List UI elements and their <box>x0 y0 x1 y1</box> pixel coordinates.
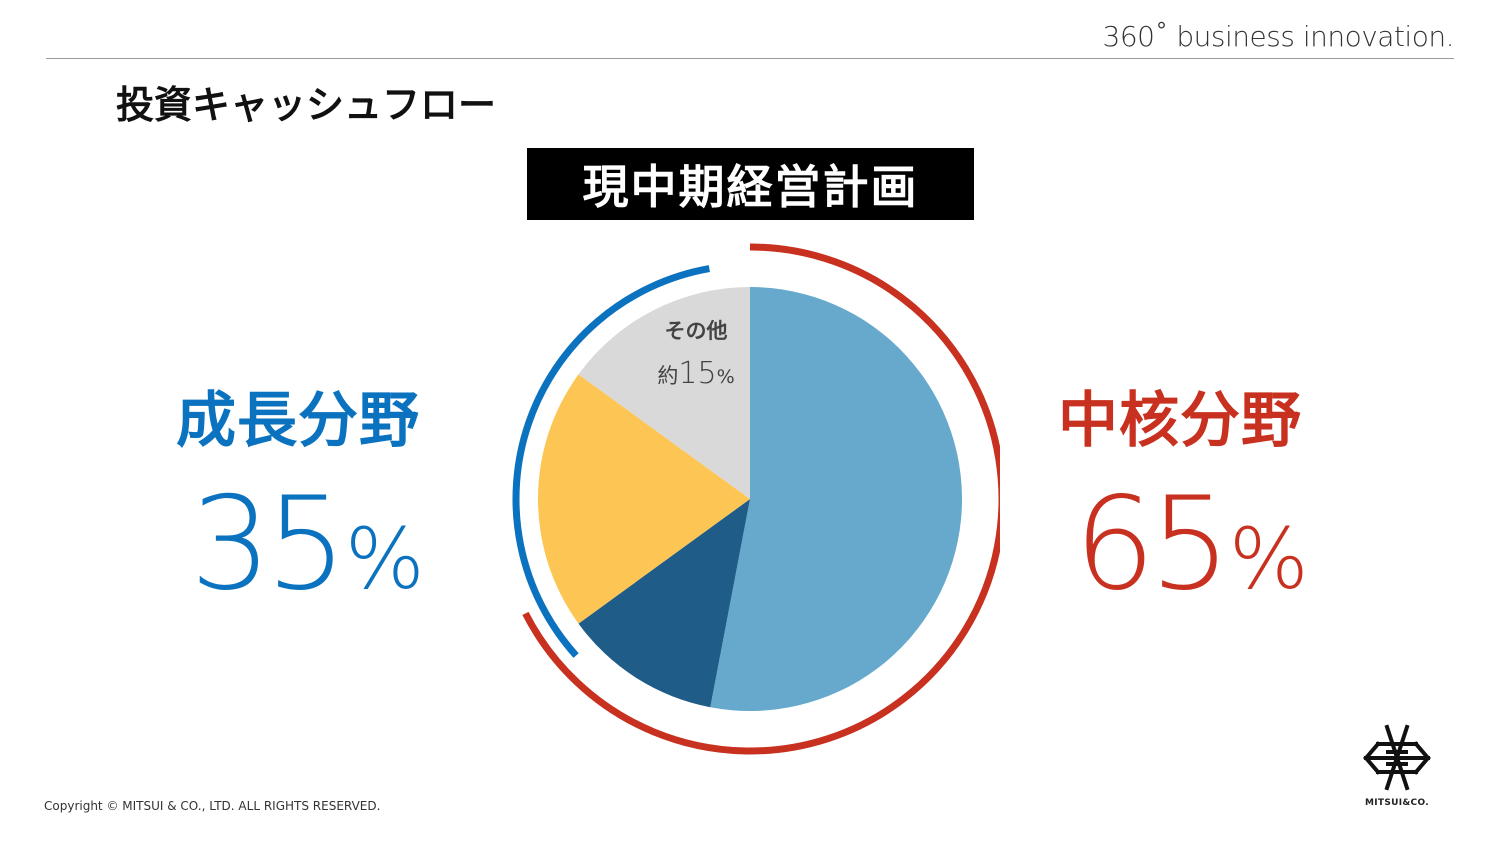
core-segment-label: 中核分野 <box>1058 386 1302 456</box>
mitsui-logo-icon <box>1363 724 1431 791</box>
other-slice-value: 約15% <box>657 356 734 391</box>
group-arcs <box>512 243 1000 755</box>
other-slice-prefix: 約 <box>657 364 678 388</box>
core-percent-unit: % <box>1228 510 1309 608</box>
pie-slice-4 <box>578 287 750 499</box>
tagline: 360˚ business innovation. <box>1102 20 1455 53</box>
pie-slice-1 <box>710 287 963 711</box>
core-segment-arc <box>522 243 1000 755</box>
other-slice-label: その他 <box>665 319 728 343</box>
growth-segment-label: 成長分野 <box>176 386 420 456</box>
plan-label: 現中期経営計画 <box>582 160 919 214</box>
growth-segment-percent: 35% <box>190 470 425 619</box>
page-title: 投資キャッシュフロー <box>116 83 497 127</box>
logo-wordmark: MITSUI&CO. <box>1365 798 1429 808</box>
growth-percent-unit: % <box>344 510 425 608</box>
investment-pie-chart: その他 約15% <box>512 243 1000 755</box>
growth-percent-value: 35 <box>190 470 347 619</box>
copyright-notice: Copyright © MITSUI & CO., LTD. ALL RIGHT… <box>44 799 381 813</box>
other-slice-unit: % <box>717 366 735 388</box>
plan-label-box: 現中期経営計画 <box>527 148 974 220</box>
other-slice-number: 15 <box>678 356 716 391</box>
pie-slice-2 <box>578 499 750 708</box>
core-segment-percent: 65% <box>1074 470 1309 619</box>
growth-segment-arc <box>512 265 710 658</box>
core-percent-value: 65 <box>1074 470 1231 619</box>
header-divider <box>46 58 1454 59</box>
pie-slice-3 <box>538 374 750 624</box>
pie-slices <box>538 287 963 711</box>
